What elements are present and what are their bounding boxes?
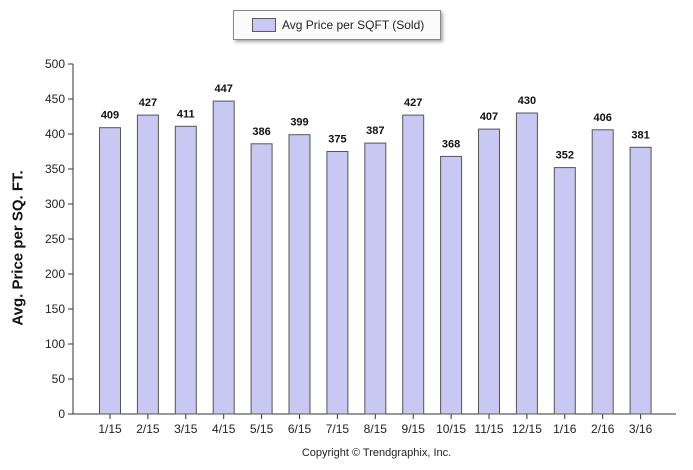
- data-label: 368: [442, 138, 460, 150]
- bar: [212, 100, 235, 415]
- data-label: 427: [139, 97, 157, 109]
- x-tick-label: 5/15: [250, 422, 274, 436]
- copyright-footer: Copyright © Trendgraphix, Inc.: [301, 447, 452, 459]
- bar: [326, 151, 349, 415]
- x-tick-label: 1/15: [98, 422, 122, 436]
- bar: [629, 146, 652, 415]
- y-tick-label: 150: [45, 302, 65, 316]
- data-label: 411: [177, 108, 195, 120]
- bar: [591, 129, 614, 415]
- data-label: 381: [631, 129, 649, 141]
- legend-label: Avg Price per SQFT (Sold): [282, 18, 425, 32]
- x-tick-label: 11/15: [474, 422, 503, 436]
- bar: [250, 143, 273, 415]
- bar: [99, 127, 121, 415]
- bar: [174, 125, 197, 415]
- data-label: 447: [215, 83, 233, 95]
- x-tick-label: 3/15: [174, 422, 198, 436]
- y-tick-label: 200: [45, 267, 65, 281]
- data-label: 409: [101, 110, 119, 122]
- y-tick-label: 250: [45, 232, 65, 246]
- x-tick-label: 1/16: [553, 422, 577, 436]
- x-tick-label: 10/15: [436, 422, 466, 436]
- legend: Avg Price per SQFT (Sold): [233, 10, 441, 40]
- y-tick-label: 100: [45, 337, 65, 351]
- bar: [440, 155, 463, 415]
- bar: [136, 114, 159, 415]
- y-tick-label: 0: [58, 407, 65, 421]
- x-tick-label: 3/16: [629, 422, 653, 436]
- y-tick-label: 350: [45, 162, 65, 176]
- data-label: 375: [328, 134, 346, 146]
- data-label: 352: [556, 150, 574, 162]
- data-label: 386: [252, 126, 270, 138]
- x-tick-label: 8/15: [364, 422, 388, 436]
- y-tick-label: 450: [45, 92, 65, 106]
- x-tick-label: 4/15: [212, 422, 236, 436]
- y-tick-label: 500: [45, 57, 65, 71]
- legend-swatch: [252, 18, 276, 32]
- data-label: 387: [366, 125, 384, 137]
- x-tick-label: 2/16: [591, 422, 615, 436]
- y-tick-label: 50: [52, 372, 66, 386]
- bar: [515, 112, 538, 415]
- bar: [288, 134, 311, 415]
- x-tick-label: 2/15: [136, 422, 160, 436]
- bar: [553, 167, 576, 415]
- data-label: 407: [480, 111, 498, 123]
- data-label: 399: [290, 117, 308, 129]
- y-tick-label: 400: [45, 127, 65, 141]
- bar: [402, 114, 425, 415]
- x-tick-label: 9/15: [402, 422, 426, 436]
- x-tick-label: 12/15: [512, 422, 542, 436]
- bar: [478, 128, 500, 415]
- data-label: 427: [404, 97, 422, 109]
- y-tick-label: 300: [45, 197, 65, 211]
- bar: [364, 142, 387, 415]
- y-axis-label: Avg. Price per SQ. FT.: [9, 170, 27, 326]
- x-tick-label: 6/15: [288, 422, 312, 436]
- x-tick-label: 7/15: [326, 422, 350, 436]
- data-label: 406: [594, 112, 612, 124]
- data-label: 430: [518, 95, 536, 107]
